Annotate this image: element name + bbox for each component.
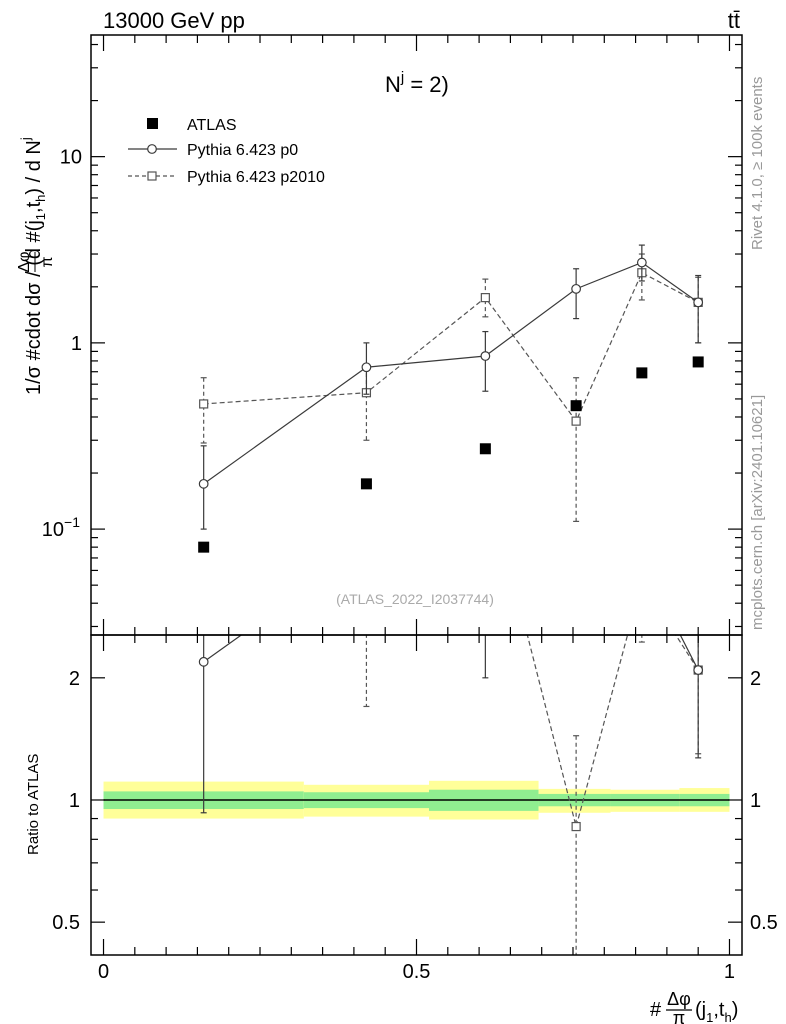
main-p0-point <box>693 297 704 308</box>
main-title: Nj = 2) <box>385 69 449 97</box>
main-p0-line <box>203 261 699 485</box>
main-y-axis-label: 1/σ #cdot dσ / (d #(j1,th) / d Nj Δφ π <box>16 137 56 395</box>
mcplots-label: mcplots.cern.ch [arXiv:2401.10621] <box>749 395 766 630</box>
main-p2010-line <box>203 271 699 423</box>
main-p0-point <box>636 257 647 268</box>
main-atlas-point <box>570 400 582 412</box>
ratio-y-axis-label: Ratio to ATLAS <box>25 754 42 855</box>
process-label: tt̄ <box>728 8 740 33</box>
svg-text:1/σ #cdot dσ / (d #(j1,th) / d: 1/σ #cdot dσ / (d #(j1,th) / d Nj <box>18 137 48 395</box>
ratio-p0-point <box>572 541 581 550</box>
ratio-p0-point <box>362 541 371 550</box>
energy-label: 13000 GeV pp <box>103 8 245 33</box>
svg-text:Δφ: Δφ <box>667 989 691 1009</box>
main-y-tick-label: 10−1 <box>42 514 80 541</box>
x-tick-label: 0 <box>98 961 109 983</box>
ratio-y-tick-label-left: 0.5 <box>52 912 80 934</box>
ratio-y-tick-label-left: 1 <box>69 790 80 812</box>
svg-text:(j1,th): (j1,th) <box>695 999 738 1024</box>
main-atlas-point <box>198 541 210 553</box>
axis-ticks: 10−1 1 10 0.5 0.5 1 1 2 2 0 0.5 1 <box>42 35 778 983</box>
ratio-series-layer <box>198 466 704 955</box>
svg-text:Δφ: Δφ <box>16 251 33 272</box>
x-axis-label: # Δφ π (j1,th) <box>650 989 738 1024</box>
svg-text:π: π <box>673 1008 685 1024</box>
main-p2010-point <box>199 399 209 409</box>
legend-marker-p2010 <box>147 171 157 181</box>
legend-marker-atlas <box>147 118 158 129</box>
ratio-p2010-line <box>526 635 699 829</box>
ratio-p0-line <box>203 635 699 671</box>
x-tick-label: 1 <box>724 961 735 983</box>
legend-label-p2010: Pythia 6.423 p2010 <box>187 169 325 186</box>
ratio-y-tick-label-left: 2 <box>69 668 80 690</box>
main-atlas-point <box>636 367 648 379</box>
x-tick-label: 0.5 <box>403 961 431 983</box>
main-atlas-point <box>360 478 372 490</box>
ratio-y-tick-label-right: 2 <box>750 668 761 690</box>
legend-marker-p0 <box>147 144 157 154</box>
main-atlas-point <box>692 356 704 368</box>
ratio-p2010-point <box>638 578 646 586</box>
main-p0-point <box>198 478 209 489</box>
main-y-tick-label: 1 <box>71 333 82 355</box>
ratio-p0-point <box>693 665 704 675</box>
main-p2010-point <box>480 293 490 303</box>
ratio-p0-point <box>638 555 647 564</box>
rivet-label: Rivet 4.1.0, ≥ 100k events <box>749 77 766 250</box>
ratio-p2010-point <box>481 466 489 474</box>
ratio-y-tick-label-right: 0.5 <box>750 912 778 934</box>
ratio-y-tick-label-right: 1 <box>750 790 761 812</box>
legend-label-p0: Pythia 6.423 p0 <box>187 142 298 159</box>
main-p2010-point <box>571 416 581 426</box>
ratio-p0-point <box>198 656 209 667</box>
main-series-layer <box>198 244 704 553</box>
main-p0-point <box>480 351 491 361</box>
legend: ATLAS Pythia 6.423 p0 Pythia 6.423 p2010 <box>128 117 325 186</box>
ratio-uncertainty-bands <box>103 780 730 820</box>
main-p0-point <box>571 283 582 294</box>
legend-label-atlas: ATLAS <box>187 117 237 134</box>
svg-text:π: π <box>39 256 56 267</box>
svg-text:#: # <box>650 999 662 1021</box>
main-atlas-point <box>479 443 491 455</box>
main-p0-point <box>361 362 372 373</box>
ratio-p2010-point <box>571 821 581 832</box>
analysis-watermark: (ATLAS_2022_I2037744) <box>336 591 494 607</box>
main-y-tick-label: 10 <box>60 147 82 169</box>
